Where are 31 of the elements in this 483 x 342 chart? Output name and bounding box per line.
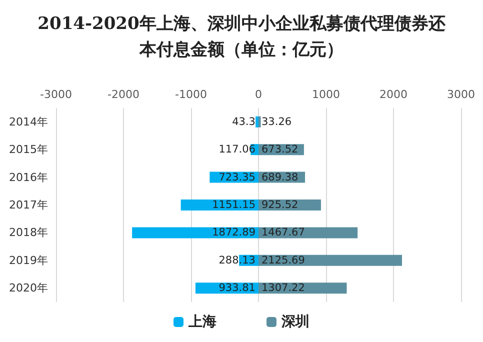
bar xyxy=(256,116,258,128)
data-label: 723.35 xyxy=(218,171,256,184)
data-label: 1872.89 xyxy=(212,226,256,239)
x-tick-label: 3000 xyxy=(447,88,475,101)
data-label: 933.81 xyxy=(218,282,256,294)
data-label: 1467.67 xyxy=(262,226,305,239)
x-tick-label: -1000 xyxy=(175,88,207,101)
y-tick-label: 2017年 xyxy=(9,198,48,212)
data-label: 33.26 xyxy=(262,116,292,128)
chart-title: 2014-2020年上海、深圳中小企业私募债代理债券还本付息金额（单位：亿元） xyxy=(38,14,446,60)
data-label: 1151.15 xyxy=(212,199,256,211)
x-tick-label: 0 xyxy=(255,88,262,101)
data-label: 689.38 xyxy=(262,171,298,184)
x-tick-label: -2000 xyxy=(108,88,140,101)
y-tick-label: 2018年 xyxy=(9,226,48,240)
data-label: 925.52 xyxy=(262,199,298,211)
x-tick-label: 2000 xyxy=(380,88,408,101)
legend-label: 深圳 xyxy=(280,314,310,330)
y-tick-label: 2020年 xyxy=(9,282,48,295)
data-label: 673.52 xyxy=(262,144,298,156)
x-tick-label: 1000 xyxy=(312,88,340,101)
y-tick-label: 2014年 xyxy=(9,115,48,128)
data-label: 43.3 xyxy=(232,116,256,128)
y-tick-label: 2016年 xyxy=(9,170,48,184)
legend-label: 上海 xyxy=(188,314,216,330)
y-tick-label: 2015年 xyxy=(9,143,48,156)
data-label: 2125.69 xyxy=(262,254,305,266)
x-tick-label: -3000 xyxy=(40,88,72,101)
data-label: 1307.22 xyxy=(262,282,305,294)
y-tick-label: 2019年 xyxy=(9,254,48,267)
bar xyxy=(258,254,402,266)
